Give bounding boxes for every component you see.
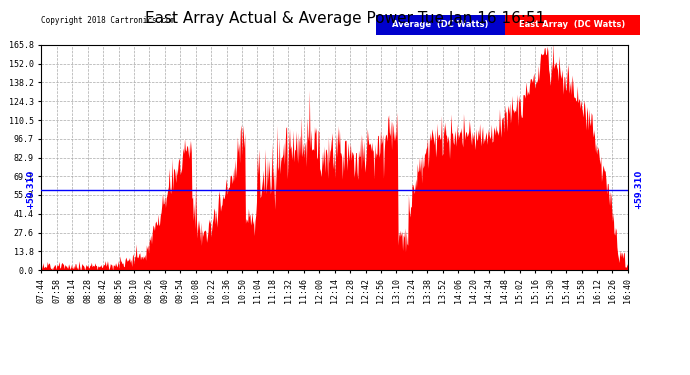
Text: +59.310: +59.310 [26,170,36,209]
FancyBboxPatch shape [505,15,640,35]
Text: Average  (DC Watts): Average (DC Watts) [392,20,489,29]
Text: Copyright 2018 Cartronics.com: Copyright 2018 Cartronics.com [41,16,175,25]
FancyBboxPatch shape [376,15,505,35]
Text: East Array Actual & Average Power Tue Jan 16 16:51: East Array Actual & Average Power Tue Ja… [145,11,545,26]
Text: +59.310: +59.310 [634,170,643,209]
Text: East Array  (DC Watts): East Array (DC Watts) [519,20,625,29]
